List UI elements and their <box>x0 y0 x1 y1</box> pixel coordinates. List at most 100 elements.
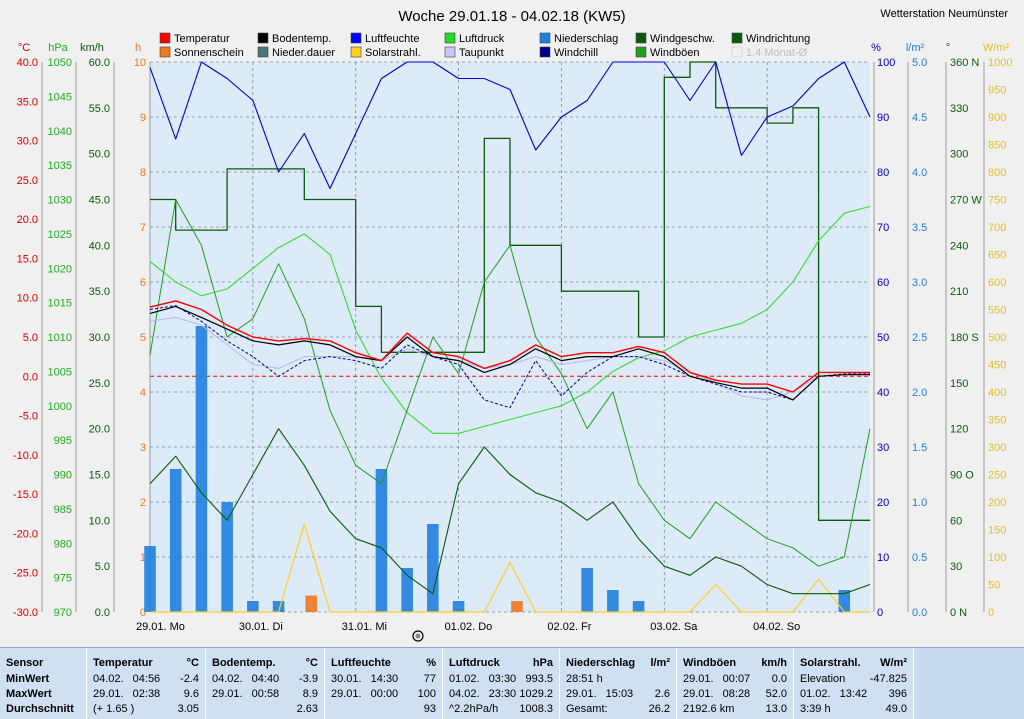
legend-swatch <box>731 32 743 44</box>
unit-label: % <box>871 42 881 54</box>
temp-tick-label: -30.0 <box>13 607 38 619</box>
h-tick-label: 4 <box>140 387 146 399</box>
h-tick-label: 3 <box>140 442 146 454</box>
axis-unit-labels: °C hPa km/h h% l/m² ° W/m² <box>18 42 1010 54</box>
stats-row-label: Durchschnitt <box>6 703 74 715</box>
kmh-tick-label: 40.0 <box>89 240 110 252</box>
deg-tick-label: 330 <box>950 103 968 115</box>
hpa-tick-label: 1000 <box>48 401 72 413</box>
series-line-temperatur <box>149 300 870 393</box>
series-line-luftfeuchte <box>149 61 871 190</box>
stats-row: 29.01. 08:28 52.0 <box>683 687 787 702</box>
hpa-tick-label: 995 <box>54 435 72 447</box>
stats-date: Gesamt: <box>566 703 608 715</box>
pct-tick-label: 40 <box>877 387 889 399</box>
stats-time: 13:42 <box>836 688 868 700</box>
pct-tick-label: 30 <box>877 442 889 454</box>
temp-tick-label: 20.0 <box>17 214 38 226</box>
stats-date: 29.01. <box>566 688 597 700</box>
unit-label: h <box>135 42 141 54</box>
precip-bar <box>427 524 439 612</box>
wm2-tick-label: 150 <box>988 525 1006 537</box>
precip-bar <box>247 601 259 612</box>
stats-column-header: Bodentemp. °C <box>212 656 318 671</box>
precip-bar <box>632 601 645 612</box>
wm2-tick-label: 750 <box>988 195 1006 207</box>
hpa-tick-label: 1005 <box>48 366 72 378</box>
day-label: 03.02. Sa <box>650 621 698 633</box>
pct-tick-label: 50 <box>877 332 889 344</box>
legend-label: Temperatur <box>174 33 230 45</box>
stats-value: 77 <box>423 673 436 685</box>
precip-bar <box>452 601 465 612</box>
stats-header: Sensor <box>6 657 44 669</box>
precip-bar <box>401 568 413 612</box>
stats-row: 04.02. 23:30 1029.2 <box>449 687 553 702</box>
legend-label: Taupunkt <box>459 47 504 59</box>
wm2-tick-label: 0 <box>988 607 994 619</box>
kmh-tick-label: 50.0 <box>89 149 110 161</box>
lm2-tick-label: 0.0 <box>912 607 927 619</box>
lm2-tick-label: 3.0 <box>912 277 927 289</box>
h-tick-label: 5 <box>140 332 146 344</box>
wm2-tick-label: 700 <box>988 222 1006 234</box>
temp-tick-label: 15.0 <box>17 253 38 265</box>
lm2-tick-label: 4.0 <box>912 167 927 179</box>
stats-row-label: MinWert <box>6 673 50 685</box>
hpa-tick-label: 1035 <box>48 160 72 172</box>
stats-column-unit: hPa <box>532 657 553 669</box>
legend-swatch <box>257 32 269 44</box>
legend-swatch <box>731 46 743 58</box>
precip-bar <box>607 590 619 612</box>
lm2-tick-label: 2.0 <box>912 387 927 399</box>
stats-value: 100 <box>417 688 436 700</box>
stats-value: 93 <box>423 703 436 715</box>
stats-column: Windböen km/h 29.01. 00:07 0.0 29.01. 08:28 5… <box>677 648 794 719</box>
day-label: 01.02. Do <box>445 621 493 633</box>
stats-column: Solarstrahl. W/m² Elevation -47.825 01.02. 1… <box>794 648 914 719</box>
hpa-tick-label: 970 <box>54 607 72 619</box>
precip-bar <box>838 590 851 612</box>
stats-date: 01.02. <box>449 673 480 685</box>
h-tick-label: 8 <box>140 167 146 179</box>
stats-sensor-column: Sensor MinWert MaxWert Durchschnitt <box>0 648 87 719</box>
precip-bar <box>375 469 388 612</box>
legend-swatch <box>635 32 647 44</box>
legend-swatch <box>444 46 456 58</box>
deg-tick-label: 30 <box>950 561 962 573</box>
stats-value: 52.0 <box>765 688 787 700</box>
stats-date: 29.01. <box>683 688 714 700</box>
stats-column-name: Luftdruck <box>449 657 500 669</box>
stats-row: 29.01. 15:03 2.6 <box>566 687 670 702</box>
kmh-tick-label: 35.0 <box>89 286 110 298</box>
stats-time: 00:58 <box>248 688 280 700</box>
stats-column: Temperatur °C 04.02. 04:56 -2.4 29.01. 02:38… <box>87 648 206 719</box>
legend-swatch <box>350 46 362 58</box>
series-line-solarstrahl <box>150 523 870 613</box>
hpa-tick-label: 990 <box>54 470 72 482</box>
legend-swatch <box>159 46 171 58</box>
stats-row: 29.01. 00:58 8.9 <box>212 687 318 702</box>
stats-row-label: MaxWert <box>6 688 52 700</box>
stats-row: 29.01. 02:38 9.6 <box>93 687 199 702</box>
deg-tick-label: 210 <box>950 286 968 298</box>
stats-time: 23:30 <box>485 688 517 700</box>
h-tick-label: 1 <box>140 552 146 564</box>
hpa-tick-label: 1025 <box>48 229 72 241</box>
stats-column-header: Solarstrahl. W/m² <box>800 656 907 671</box>
stats-row: 28:51 h <box>566 672 670 687</box>
stats-row: ^2.2hPa/h 1008.3 <box>449 702 553 717</box>
stats-date: 29.01. <box>683 673 714 685</box>
deg-tick-label: 90 O <box>950 470 974 482</box>
lm2-tick-label: 4.5 <box>912 112 927 124</box>
precip-bar <box>221 502 233 612</box>
stats-row: Elevation -47.825 <box>800 672 907 687</box>
stats-row: (+ 1.65 ) 3.05 <box>93 702 199 717</box>
stats-value: 13.0 <box>765 703 787 715</box>
stats-row: 2.63 <box>212 702 318 717</box>
chart-title: Woche 29.01.18 - 04.02.18 (KW5) <box>398 8 625 25</box>
stats-row: 2192.6 km 13.0 <box>683 702 787 717</box>
stats-column-name: Niederschlag <box>566 657 636 669</box>
left-axes: 40.035.030.025.020.015.010.05.00.0-5.0-1… <box>13 57 151 619</box>
wm2-tick-label: 950 <box>988 85 1006 97</box>
